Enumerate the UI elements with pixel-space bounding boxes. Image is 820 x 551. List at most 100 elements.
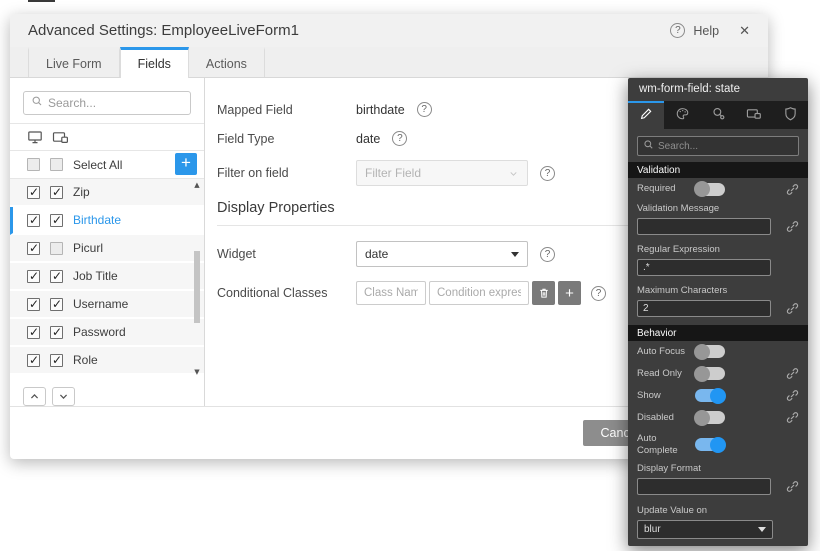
sidebar-search — [23, 91, 191, 115]
field-settings-panel: Mapped Field birthdate ? Field Type date… — [205, 78, 768, 406]
scroll-up-icon[interactable]: ▲ — [194, 181, 200, 189]
disabled-toggle[interactable] — [694, 409, 725, 426]
field-checkbox-1[interactable] — [27, 213, 40, 227]
filter-on-field-row: Filter on field Filter Field ? — [217, 160, 754, 186]
link-icon[interactable] — [786, 480, 799, 493]
field-checkbox-2[interactable] — [50, 213, 63, 227]
field-row-username[interactable]: Username — [10, 291, 204, 319]
close-icon[interactable]: ✕ — [739, 22, 750, 38]
field-row-job-title[interactable]: Job Title — [10, 263, 204, 291]
help-icon[interactable]: ? — [392, 131, 408, 146]
regular-expression-input[interactable] — [637, 258, 771, 276]
link-icon[interactable] — [786, 302, 799, 315]
field-checkbox-2[interactable] — [50, 241, 63, 255]
scroll-down-icon[interactable]: ▼ — [194, 368, 200, 376]
widget-label: Widget — [217, 247, 256, 261]
field-checkbox-1[interactable] — [27, 241, 40, 255]
palette-icon — [675, 106, 690, 126]
read-only-row: Read Only — [628, 363, 808, 385]
move-down-button[interactable] — [52, 387, 75, 406]
field-row-picurl[interactable]: Picurl — [10, 235, 204, 263]
tab-live-form[interactable]: Live Form — [28, 47, 120, 77]
delete-condition-button[interactable] — [532, 281, 555, 305]
sidebar-search-input[interactable] — [48, 96, 183, 110]
validation-message-input[interactable] — [637, 217, 771, 235]
search-icon — [31, 94, 43, 112]
inspector-tab-devices[interactable] — [736, 101, 772, 129]
help-icon[interactable]: ? — [540, 246, 555, 262]
link-icon[interactable] — [786, 367, 799, 380]
inspector-tab-shield[interactable] — [772, 101, 808, 129]
field-checkbox-2[interactable] — [50, 353, 63, 367]
link-icon[interactable] — [786, 183, 799, 196]
field-checkbox-2[interactable] — [50, 269, 63, 283]
list-scrollbar[interactable]: ▲ ▼ — [191, 181, 203, 376]
link-icon[interactable] — [786, 220, 799, 233]
class-name-input[interactable] — [356, 281, 426, 305]
link-icon[interactable] — [786, 389, 799, 402]
caret-down-icon — [511, 251, 519, 257]
select-all-checkbox-1[interactable] — [27, 158, 40, 171]
add-condition-button[interactable]: + — [558, 281, 581, 305]
field-label: Password — [73, 325, 126, 339]
disabled-label: Disabled — [637, 411, 674, 423]
auto-complete-toggle[interactable] — [695, 436, 726, 453]
field-checkbox-1[interactable] — [27, 353, 40, 367]
filter-on-field-label: Filter on field — [217, 166, 289, 180]
inspector-tab-pencil[interactable] — [628, 101, 664, 129]
maximum-characters-input[interactable] — [637, 299, 771, 317]
display-format-input[interactable] — [637, 478, 771, 496]
widget-row: Widget date ? — [217, 241, 754, 267]
tab-actions[interactable]: Actions — [189, 47, 265, 77]
help-icon[interactable]: ? — [591, 285, 606, 301]
validation-message-label: Validation Message — [637, 203, 720, 214]
conditional-classes-row: Conditional Classes + ? — [217, 281, 754, 305]
search-icon — [643, 137, 654, 155]
tab-fields[interactable]: Fields — [119, 47, 189, 78]
field-checkbox-2[interactable] — [50, 297, 63, 311]
add-field-button[interactable]: + — [175, 153, 197, 175]
select-all-checkbox-2[interactable] — [50, 158, 63, 171]
inspector-tab-palette[interactable] — [664, 101, 700, 129]
field-row-birthdate[interactable]: Birthdate — [10, 207, 204, 235]
update-value-on-label: Update Value on — [637, 505, 708, 517]
tablet-mobile-icon[interactable] — [52, 129, 69, 145]
auto-focus-row: Auto Focus — [628, 341, 808, 363]
field-checkbox-1[interactable] — [27, 325, 40, 339]
required-toggle[interactable] — [694, 181, 725, 197]
link-icon[interactable] — [786, 411, 799, 424]
regular-expression-label: Regular Expression — [637, 243, 720, 255]
auto-focus-toggle[interactable] — [694, 343, 725, 360]
read-only-toggle[interactable] — [694, 365, 725, 382]
read-only-label: Read Only — [637, 367, 682, 379]
inspector-search-input[interactable] — [658, 140, 793, 152]
scrollbar-track[interactable] — [193, 191, 201, 366]
help-icon[interactable]: ? — [540, 165, 555, 181]
field-checkbox-1[interactable] — [27, 269, 40, 283]
desktop-icon[interactable] — [27, 129, 43, 145]
help-link[interactable]: Help — [693, 23, 720, 38]
field-checkbox-1[interactable] — [27, 185, 40, 199]
validation-message-row: Validation Message — [628, 200, 808, 241]
field-row-password[interactable]: Password — [10, 319, 204, 347]
reorder-controls — [10, 378, 204, 406]
field-row-role[interactable]: Role — [10, 347, 204, 375]
move-up-button[interactable] — [23, 387, 46, 406]
help-icon[interactable]: ? — [670, 23, 686, 38]
scrollbar-thumb[interactable] — [194, 250, 200, 323]
help-icon[interactable]: ? — [416, 102, 432, 117]
show-toggle[interactable] — [695, 387, 726, 404]
field-checkbox-1[interactable] — [27, 297, 40, 311]
conditional-classes-label: Conditional Classes — [217, 286, 328, 300]
field-checkbox-2[interactable] — [50, 185, 63, 199]
required-label: Required — [637, 183, 676, 195]
maximum-characters-label: Maximum Characters — [637, 284, 728, 296]
condition-expression-input[interactable] — [429, 281, 529, 305]
update-value-on-value: blur — [644, 524, 661, 536]
inspector-tab-search-gear[interactable] — [700, 101, 736, 129]
field-checkbox-2[interactable] — [50, 325, 63, 339]
field-type-value: date — [356, 131, 381, 146]
widget-select[interactable]: date — [356, 241, 528, 267]
field-row-zip[interactable]: Zip — [10, 179, 204, 207]
update-value-on-select[interactable]: blur — [637, 520, 773, 540]
